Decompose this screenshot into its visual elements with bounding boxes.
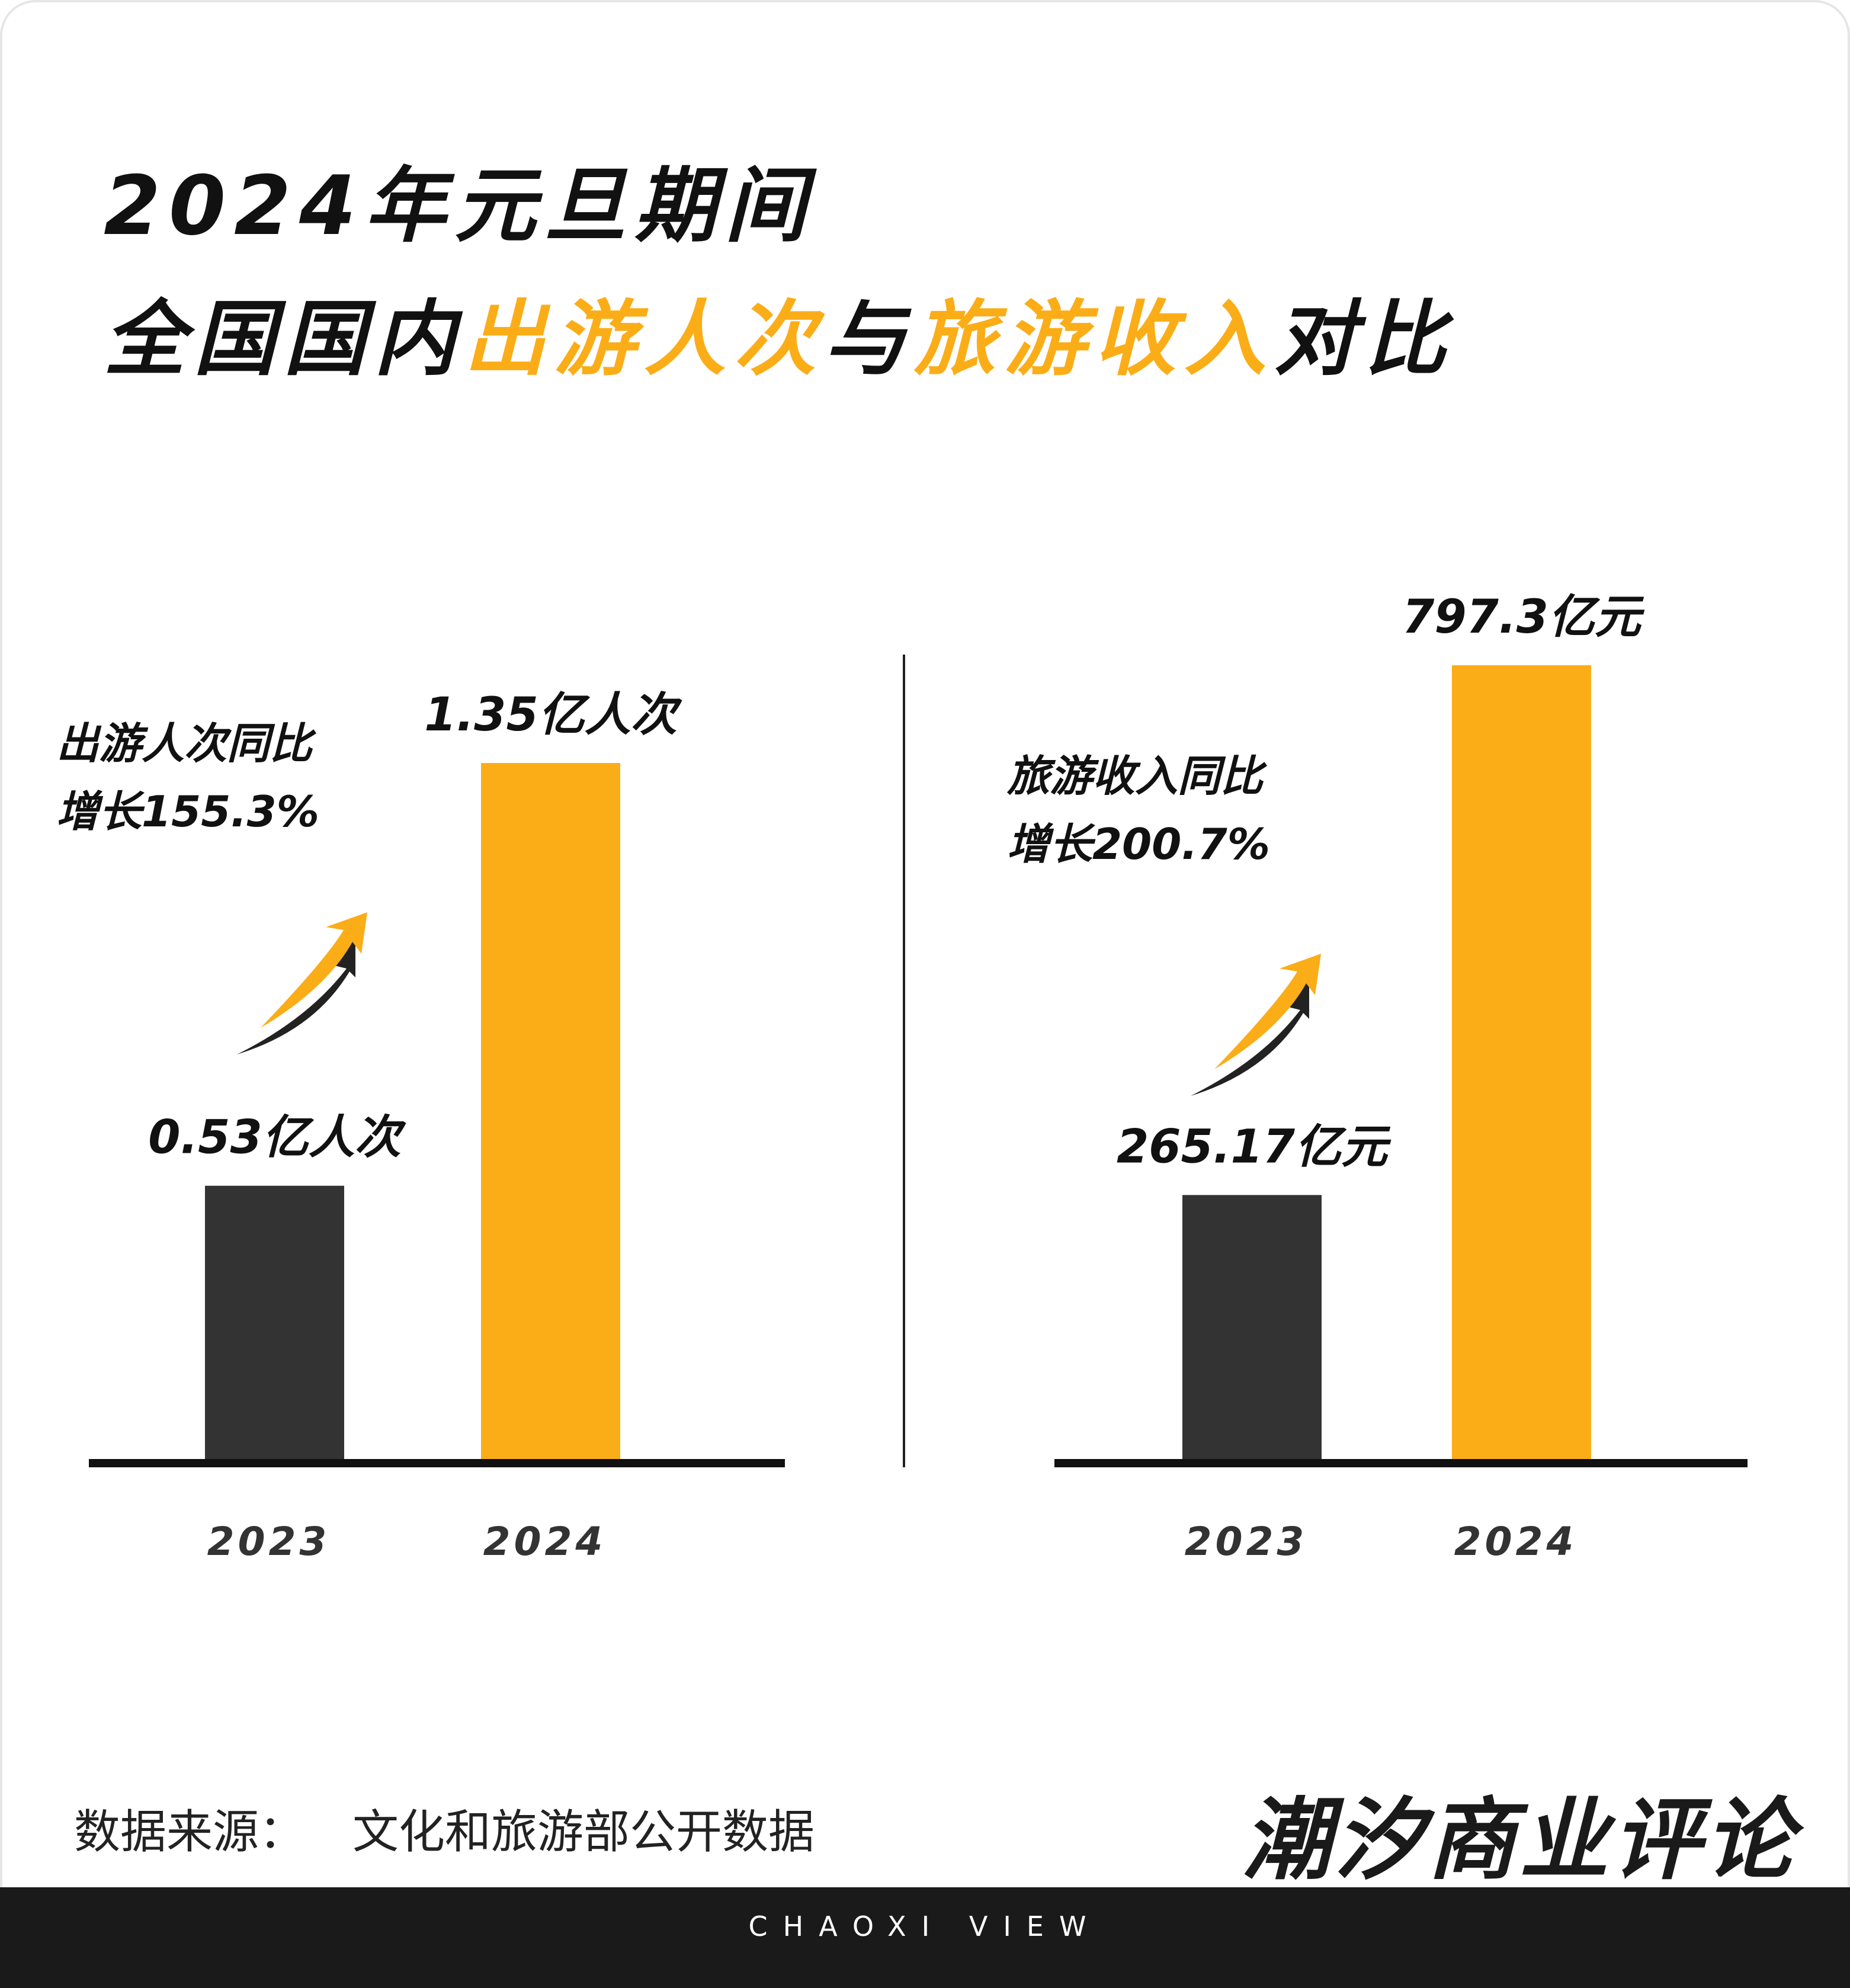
growth-annotation-line2: 增长200.7% — [1007, 819, 1270, 869]
source-value: 文化和旅游部公开数据 — [352, 1806, 815, 1859]
growth-arrow-shadow-icon — [1191, 977, 1309, 1096]
bar-2024 — [1452, 665, 1591, 1459]
footer-text: CHAOXI VIEW — [748, 1910, 1102, 1942]
data-label: 1.35亿人次 — [424, 688, 682, 742]
tick-label: 2024 — [483, 1519, 607, 1564]
brand-logo-text: 潮汐商业评论 — [1242, 1789, 1797, 1892]
bar-2023 — [205, 1185, 344, 1459]
growth-annotation-line2: 增长155.3% — [56, 787, 319, 836]
title-highlight-visitors: 出游人次 — [464, 291, 825, 387]
growth-arrow-icon — [1214, 954, 1321, 1069]
footer-bar — [0, 1887, 1850, 1988]
data-label: 0.53亿人次 — [148, 1111, 406, 1165]
data-label: 797.3亿元 — [1402, 591, 1645, 644]
growth-annotation-line1: 旅游收入同比 — [1006, 751, 1268, 801]
growth-annotation-line1: 出游人次同比 — [56, 719, 317, 768]
source-label: 数据来源： — [74, 1806, 306, 1859]
title-part: 与 — [824, 291, 915, 387]
bar-2024 — [481, 763, 620, 1459]
title-part: 全国国内 — [104, 291, 464, 387]
bar-2023 — [1182, 1195, 1322, 1459]
title-part: 对比 — [1274, 291, 1455, 387]
tick-label: 2024 — [1454, 1519, 1578, 1564]
title-line-2: 全国国内出游人次与旅游收入对比 — [104, 272, 1454, 391]
tick-label: 2023 — [1185, 1519, 1308, 1564]
data-label: 265.17亿元 — [1117, 1120, 1391, 1173]
chart-divider — [903, 655, 905, 1467]
data-source: 数据来源： 文化和旅游部公开数据 — [74, 1795, 862, 1861]
growth-arrow-shadow-icon — [237, 936, 355, 1054]
title-highlight-revenue: 旅游收入 — [914, 291, 1275, 387]
growth-arrow-icon — [261, 912, 367, 1028]
title-line-1: 2024年元旦期间 — [104, 158, 815, 254]
tick-label: 2023 — [207, 1519, 331, 1564]
